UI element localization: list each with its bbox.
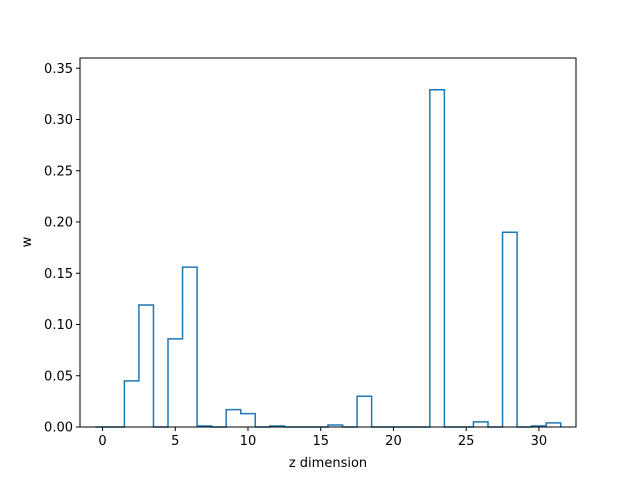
y-tick-label: 0.15 bbox=[44, 267, 73, 282]
y-axis-label: w bbox=[20, 236, 35, 247]
x-tick-label: 30 bbox=[531, 434, 548, 449]
y-tick-label: 0.00 bbox=[44, 421, 73, 436]
y-tick-label: 0.05 bbox=[44, 369, 73, 384]
x-tick-label: 5 bbox=[171, 434, 179, 449]
x-axis-label: z dimension bbox=[289, 456, 367, 471]
y-tick-label: 0.30 bbox=[44, 113, 73, 128]
y-tick-label: 0.10 bbox=[44, 318, 73, 333]
x-tick-label: 15 bbox=[312, 434, 329, 449]
axis-ticks: 0 5 10 15 20 25 30 0.00 0.05 0.10 0.15 0.20 0.25 0.30… bbox=[44, 62, 547, 449]
plot-frame bbox=[79, 57, 577, 428]
y-tick-label: 0.35 bbox=[44, 62, 73, 77]
x-tick-label: 20 bbox=[385, 434, 402, 449]
y-tick-label: 0.20 bbox=[44, 216, 73, 231]
x-tick-label: 0 bbox=[98, 434, 106, 449]
x-tick-label: 10 bbox=[240, 434, 257, 449]
y-tick-label: 0.25 bbox=[44, 164, 73, 179]
x-tick-label: 25 bbox=[458, 434, 475, 449]
